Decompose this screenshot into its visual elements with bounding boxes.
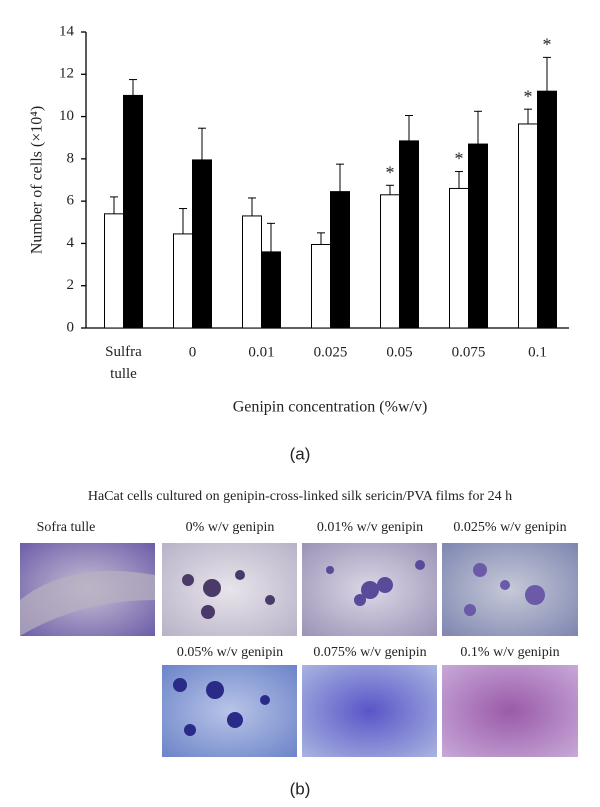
y-tick-label: 4 [67, 235, 75, 251]
image-label: 0.075% w/v genipin [313, 645, 426, 660]
significance-marker: * [386, 162, 395, 182]
significance-marker: * [543, 34, 552, 54]
y-tick-label: 2 [67, 277, 75, 293]
bar [192, 159, 212, 329]
y-axis-label: Number of cells (×10⁴) [29, 106, 46, 254]
bar [104, 213, 124, 329]
x-tick-label: Sulfra tulle [105, 344, 142, 382]
bar [123, 94, 143, 329]
bar [380, 194, 400, 329]
image-label: 0.01% w/v genipin [317, 520, 423, 535]
caption: HaCat cells cultured on genipin-cross-li… [88, 489, 512, 504]
x-axis-label: Genipin concentration (%w/v) [233, 399, 428, 416]
micrograph-detail [20, 570, 155, 636]
x-tick-label: 0 [189, 344, 197, 360]
image-label: Sofra tulle [37, 520, 96, 535]
bar [537, 90, 557, 329]
y-tick-label: 6 [67, 193, 75, 209]
bar [173, 233, 193, 329]
image-label: 0% w/v genipin [186, 520, 275, 535]
micrograph [442, 665, 578, 757]
bar [242, 215, 262, 329]
panel-label: (b) [290, 779, 311, 798]
micrograph-detail [464, 563, 545, 616]
micrograph-detail [182, 570, 275, 619]
image-label: 0.05% w/v genipin [177, 645, 283, 660]
bar [311, 243, 331, 329]
bar [449, 187, 469, 329]
x-tick-label: 0.01 [248, 344, 274, 360]
y-tick-label: 12 [59, 66, 74, 82]
x-tick-label: 0.05 [386, 344, 412, 360]
significance-marker: * [455, 149, 464, 169]
image-label: 0.1% w/v genipin [460, 645, 559, 660]
y-tick-label: 14 [59, 23, 75, 39]
micrograph [302, 665, 437, 757]
micrograph-detail [173, 678, 270, 736]
bar [399, 140, 419, 329]
micrograph [442, 543, 578, 636]
micrographs [20, 543, 578, 757]
y-tick-label: 8 [67, 150, 75, 166]
panel-label: (a) [290, 444, 311, 463]
y-tick-label: 10 [59, 108, 74, 124]
bar [261, 251, 281, 329]
x-tick-label: 0.075 [452, 344, 486, 360]
micrograph [162, 543, 297, 636]
image-label: 0.025% w/v genipin [453, 520, 566, 535]
y-tick-label: 0 [67, 319, 75, 335]
significance-marker: * [524, 86, 533, 106]
x-tick-label: 0.025 [314, 344, 348, 360]
bar [330, 191, 350, 329]
bar [468, 143, 488, 329]
bar [518, 123, 538, 329]
micrograph-detail [326, 560, 425, 606]
x-tick-label: 0.1 [528, 344, 547, 360]
